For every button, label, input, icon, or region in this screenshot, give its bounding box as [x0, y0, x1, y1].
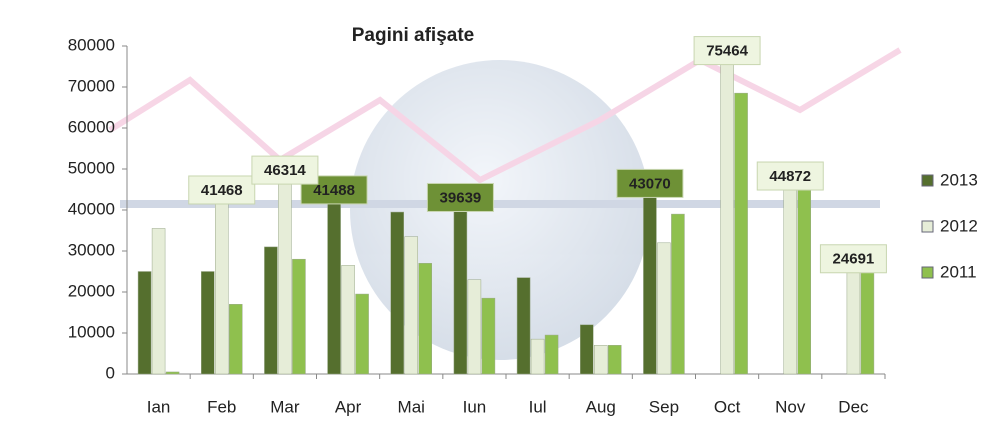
bar [327, 203, 341, 375]
bar [215, 203, 229, 375]
bar [467, 279, 482, 375]
data-label-box [693, 36, 761, 66]
data-label: 44872 [769, 168, 811, 185]
bar [481, 297, 496, 375]
bar [390, 211, 404, 375]
data-label-box [426, 182, 494, 212]
bar [201, 271, 215, 375]
y-tick-label: 80000 [68, 35, 115, 54]
bar [355, 293, 369, 375]
bar [643, 197, 657, 375]
bar [137, 271, 152, 375]
y-tick-label: 40000 [68, 199, 115, 218]
chart-title: Pagini afişate [352, 25, 475, 46]
legend-swatch [921, 220, 934, 233]
x-tick-label: Iul [529, 397, 547, 416]
bar [516, 277, 531, 375]
x-tick-label: Mai [398, 397, 425, 416]
data-label: 43070 [629, 175, 671, 192]
x-tick-label: Aug [586, 397, 616, 416]
bar [594, 345, 608, 375]
legend-label: 2012 [940, 216, 978, 235]
x-tick-label: Dec [838, 397, 869, 416]
data-label-box [756, 161, 824, 191]
x-tick-label: Mar [270, 397, 300, 416]
data-label: 41468 [201, 182, 243, 199]
data-label: 41488 [313, 182, 355, 199]
bar [783, 189, 797, 375]
data-label-box [251, 155, 319, 185]
y-tick-label: 30000 [68, 240, 115, 259]
data-label: 46314 [264, 162, 306, 179]
x-tick-label: Ian [147, 397, 171, 416]
bar [530, 338, 545, 375]
legend-swatch [921, 174, 934, 187]
x-tick-label: Nov [775, 397, 806, 416]
x-tick-label: Iun [463, 397, 487, 416]
bar [734, 92, 748, 375]
bar [418, 263, 432, 375]
bar [846, 272, 861, 375]
x-tick-label: Sep [649, 397, 679, 416]
bar [608, 345, 622, 375]
data-label-box [616, 168, 684, 198]
bar [657, 242, 671, 375]
data-label: 75464 [706, 43, 748, 60]
x-tick-label: Oct [714, 397, 741, 416]
data-label: 39639 [440, 189, 482, 206]
bar [341, 265, 355, 375]
y-tick-label: 20000 [68, 281, 115, 300]
bar [264, 246, 278, 375]
y-tick-label: 60000 [68, 117, 115, 136]
data-label-box [188, 175, 256, 205]
legend-swatch [921, 266, 934, 279]
y-tick-label: 70000 [68, 76, 115, 95]
bar [720, 64, 734, 375]
bar [453, 211, 468, 375]
bar [292, 258, 306, 375]
bar [797, 181, 811, 375]
bar [860, 263, 875, 375]
bar [278, 183, 292, 375]
data-label-box [819, 244, 887, 274]
bar [544, 334, 559, 375]
x-tick-label: Feb [207, 397, 236, 416]
x-tick-label: Apr [335, 397, 362, 416]
bar [165, 371, 180, 375]
y-tick-label: 50000 [68, 158, 115, 177]
legend-label: 2013 [940, 170, 978, 189]
legend-label: 2011 [940, 262, 977, 281]
y-tick-label: 10000 [68, 322, 115, 341]
bar [404, 236, 418, 375]
data-label: 24691 [833, 251, 875, 268]
bar [671, 213, 685, 375]
y-tick-label: 0 [106, 363, 115, 382]
bar [151, 228, 166, 375]
bar [580, 324, 594, 375]
bar [229, 304, 243, 375]
